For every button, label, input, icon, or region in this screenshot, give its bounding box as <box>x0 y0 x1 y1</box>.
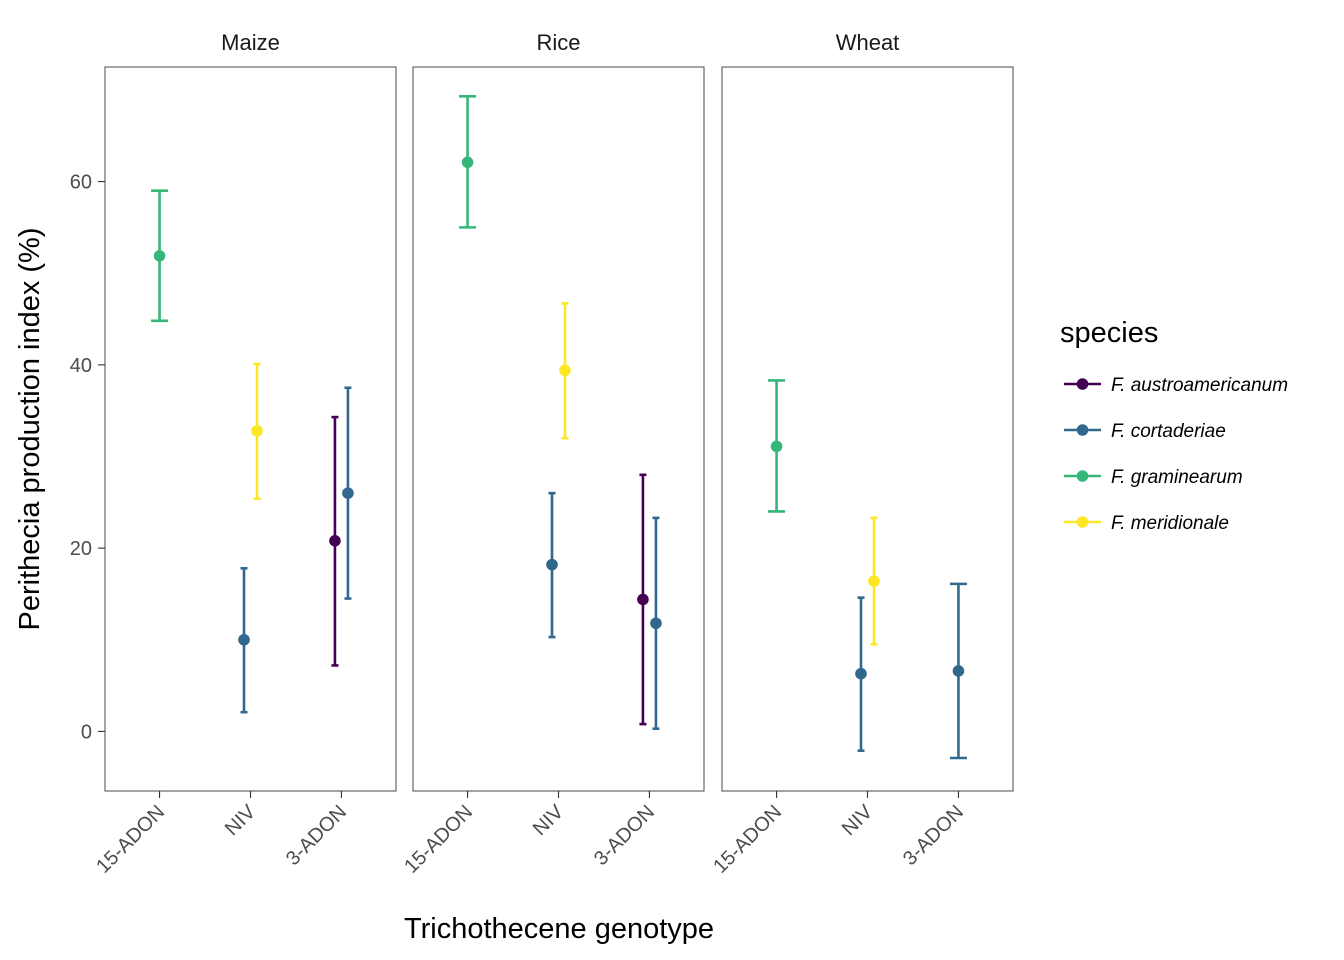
legend-label: F. cortaderiae <box>1111 421 1226 442</box>
panel-border <box>104 66 397 792</box>
facet-panels: Maize 15-ADON NIV 3-ADON Rice 15-ADON NIV 3-ADO… <box>92 30 1014 878</box>
legend-item: F. cortaderiae <box>1064 421 1226 442</box>
data-point <box>546 558 558 571</box>
y-tick-label: 0 <box>81 721 92 743</box>
x-tick-label: 3-ADON <box>899 801 968 870</box>
data-point <box>952 665 965 677</box>
data-point-group <box>868 516 880 646</box>
data-point-group <box>342 386 354 600</box>
legend-key-point <box>1076 378 1089 390</box>
facet-panel-maize: Maize 15-ADON NIV 3-ADON <box>92 30 397 878</box>
facet-title: Rice <box>536 30 580 55</box>
legend-label: F. graminearum <box>1111 467 1243 488</box>
legend-key-point <box>1076 516 1089 528</box>
legend-label: F. austroamericanum <box>1111 375 1288 396</box>
data-point <box>342 487 354 499</box>
legend: species F. austroamericanum F. cortaderia… <box>1060 317 1288 534</box>
data-point <box>559 364 571 377</box>
data-point <box>770 440 783 453</box>
panel-border <box>721 66 1014 792</box>
data-point-group <box>855 596 867 752</box>
facet-panel-rice: Rice 15-ADON NIV 3-ADON <box>400 30 705 878</box>
data-point <box>329 535 341 547</box>
data-point-group <box>949 582 967 760</box>
data-point <box>868 575 880 587</box>
y-tick-label: 40 <box>70 355 92 377</box>
x-tick-label: 15-ADON <box>92 801 169 878</box>
data-point-group <box>637 473 649 726</box>
y-tick-label: 20 <box>70 538 92 560</box>
y-axis-title: Perithecia production index (%) <box>14 228 46 631</box>
data-point-group <box>650 516 662 730</box>
x-axis-title: Trichothecene genotype <box>404 913 714 945</box>
x-tick-label: 3-ADON <box>590 801 659 870</box>
x-tick-label: 15-ADON <box>709 801 786 878</box>
data-point <box>650 617 662 630</box>
data-point-group <box>151 189 169 323</box>
y-axis: 0 20 40 60 <box>70 172 105 743</box>
data-point-group <box>459 95 477 229</box>
x-tick-label: NIV <box>838 801 878 841</box>
legend-item: F. graminearum <box>1064 467 1243 488</box>
y-tick-label: 60 <box>70 172 92 194</box>
facet-title: Wheat <box>836 30 900 55</box>
legend-key-point <box>1076 470 1089 482</box>
legend-key-point <box>1076 424 1089 436</box>
data-point <box>153 249 166 262</box>
x-tick-label: NIV <box>529 801 569 841</box>
facet-panel-wheat: Wheat 15-ADON NIV 3-ADON <box>709 30 1014 878</box>
legend-item: F. austroamericanum <box>1064 375 1288 396</box>
data-point <box>637 593 649 606</box>
x-tick-label: 3-ADON <box>282 801 351 870</box>
facet-title: Maize <box>221 30 280 55</box>
legend-title: species <box>1060 317 1158 349</box>
data-point <box>855 667 867 680</box>
data-point-group <box>546 491 558 639</box>
legend-label: F. meridionale <box>1111 513 1229 534</box>
data-point-group <box>559 302 571 440</box>
data-point-group <box>329 415 341 667</box>
data-point-group <box>238 567 250 714</box>
data-point-group <box>768 379 786 513</box>
panel-border <box>412 66 705 792</box>
x-tick-label: NIV <box>221 801 261 841</box>
legend-item: F. meridionale <box>1064 513 1229 534</box>
data-point-group <box>251 362 263 500</box>
x-tick-label: 15-ADON <box>400 801 477 878</box>
data-point <box>461 156 474 169</box>
data-point <box>238 633 250 646</box>
data-point <box>251 425 263 437</box>
